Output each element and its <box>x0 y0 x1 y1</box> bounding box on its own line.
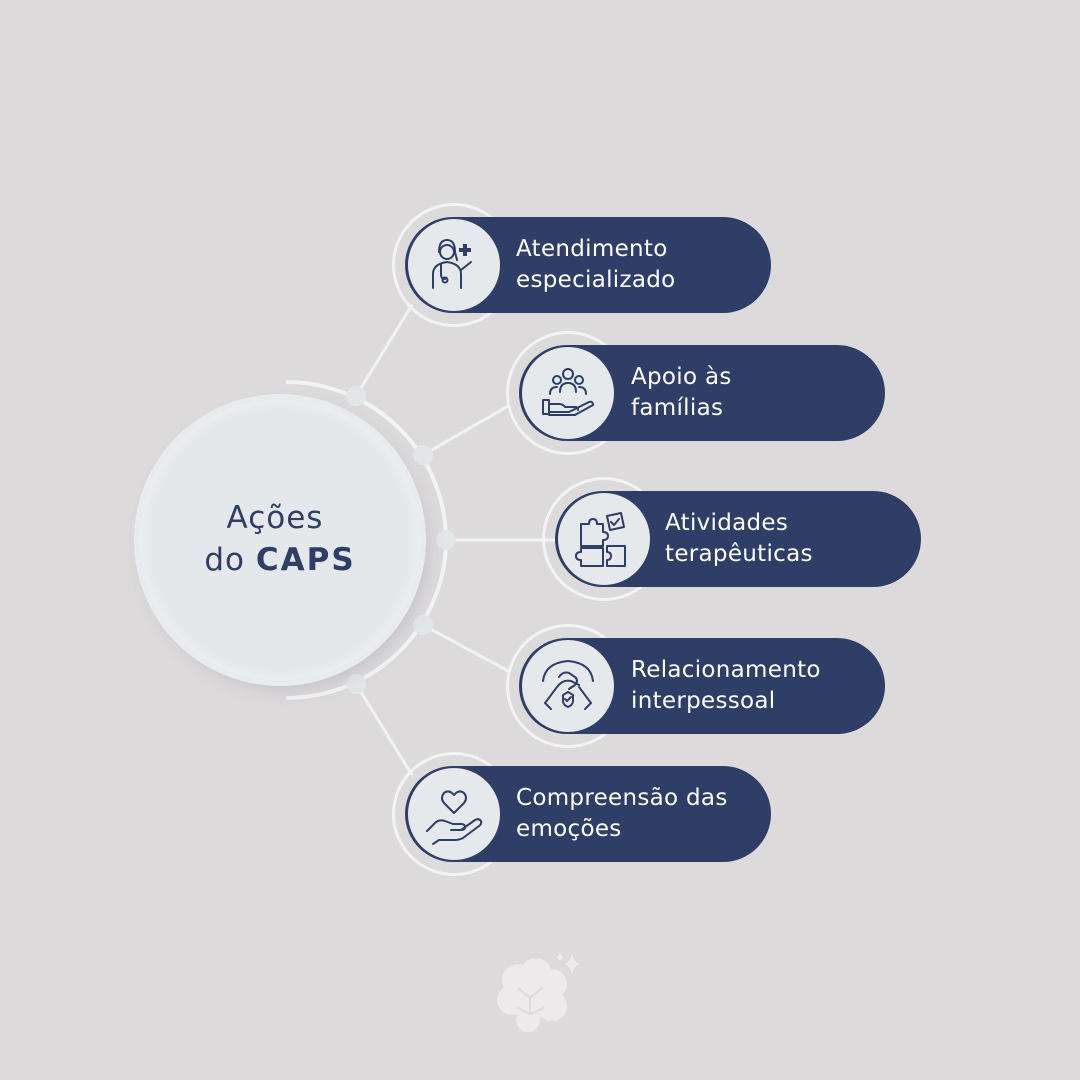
spoke-1 <box>354 304 414 397</box>
item-5-label: Compreensão das emoções <box>516 783 728 845</box>
hub-title-line1: Ações <box>226 500 324 536</box>
node-1 <box>346 386 366 406</box>
item-2-line1: Apoio às <box>631 364 732 390</box>
item-3-line1: Atividades <box>665 510 789 536</box>
hub-title-line2: do CAPS <box>204 538 355 582</box>
doctor-icon <box>432 239 472 289</box>
spoke-2 <box>422 403 511 457</box>
node-2 <box>413 445 433 465</box>
spoke-5 <box>354 683 414 776</box>
item-4-line2: interpessoal <box>631 688 776 714</box>
item-3-line2: terapêuticas <box>665 541 813 567</box>
item-2-line2: famílias <box>631 395 724 421</box>
item-2-label: Apoio às famílias <box>631 362 732 424</box>
brain-logo-icon <box>497 952 580 1032</box>
node-4 <box>413 615 433 635</box>
node-3 <box>436 530 456 550</box>
item-1-line2: especializado <box>516 267 676 293</box>
item-3-icon-disc <box>558 493 650 585</box>
footer-logo <box>488 950 588 1040</box>
item-4-icon-disc <box>522 640 614 732</box>
item-3-label: Atividades terapêuticas <box>665 508 813 570</box>
item-4-label: Relacionamento interpessoal <box>631 655 821 717</box>
hub-title-prefix: do <box>204 542 245 578</box>
spoke-4 <box>422 623 511 674</box>
heart-hand-icon <box>426 790 483 845</box>
puzzle-icon <box>575 512 626 567</box>
item-5-line1: Compreensão das <box>516 785 728 811</box>
item-5-line2: emoções <box>516 816 622 842</box>
item-1-icon-disc <box>408 219 500 311</box>
item-1-label: Atendimento especializado <box>516 234 676 296</box>
item-5-icon-disc <box>408 768 500 860</box>
item-2-icon-disc <box>522 347 614 439</box>
item-4-line1: Relacionamento <box>631 657 821 683</box>
node-5 <box>346 674 366 694</box>
item-1-line1: Atendimento <box>516 236 668 262</box>
handshake-icon <box>542 660 594 710</box>
hub-circle: Ações do CAPS <box>140 400 420 680</box>
hub-title-bold: CAPS <box>255 542 356 578</box>
family-support-icon <box>542 368 594 416</box>
